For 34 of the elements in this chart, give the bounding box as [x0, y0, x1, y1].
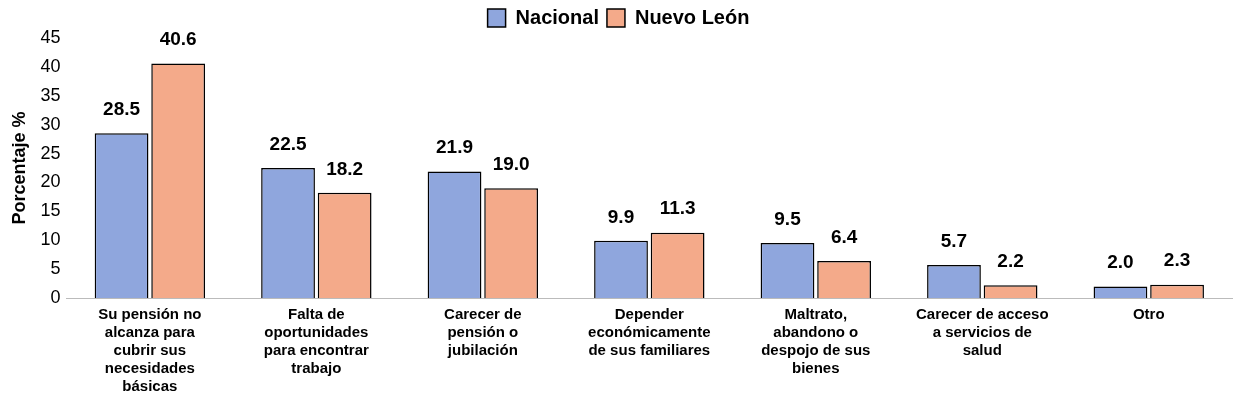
x-tick-label: Carecer de acceso a servicios de salud	[915, 305, 1049, 359]
data-label: 11.3	[659, 197, 696, 219]
legend-label: Nuevo León	[634, 5, 750, 28]
data-label: 40.6	[159, 28, 197, 50]
x-tick-label: Maltrato, abandono o despojo de sus bienes	[761, 305, 871, 377]
data-label: 9.9	[607, 205, 635, 227]
data-label: 9.5	[774, 207, 802, 229]
x-tick-label: Otro	[1132, 305, 1165, 323]
x-tick-label: Falta de oportunidades para encontrar trabajo	[263, 305, 370, 377]
x-tick-label: Carecer de pensión o jubilación	[444, 305, 522, 359]
y-tick-label: 25	[40, 142, 61, 163]
data-label: 28.5	[103, 98, 141, 120]
y-tick-label: 45	[40, 26, 61, 47]
y-tick-label: 20	[40, 171, 61, 192]
y-tick-label: 15	[40, 200, 61, 221]
data-label: 2.3	[1163, 249, 1191, 271]
data-label: 21.9	[436, 136, 474, 158]
data-label: 5.7	[940, 229, 968, 251]
y-tick-label: 0	[50, 286, 61, 307]
x-tick-label: Su pensión no alcanza para cubrir sus necesidades básicas	[98, 305, 202, 395]
data-label: 2.0	[1107, 251, 1134, 273]
y-tick-label: 10	[40, 229, 61, 250]
data-label: 22.5	[269, 132, 307, 154]
y-tick-label: 30	[40, 113, 61, 134]
legend-label: Nacional	[515, 5, 599, 28]
y-tick-label: 35	[40, 84, 61, 105]
y-tick-label: 40	[40, 55, 61, 76]
data-label: 18.2	[326, 157, 364, 179]
y-tick-label: 5	[50, 258, 61, 279]
x-tick-label: Depender económicamente de sus familiares	[588, 305, 711, 359]
data-label: 6.4	[830, 225, 858, 247]
y-axis-title: Porcentaje %	[8, 111, 29, 225]
data-label: 19.0	[492, 152, 530, 174]
data-label: 2.2	[997, 250, 1024, 272]
